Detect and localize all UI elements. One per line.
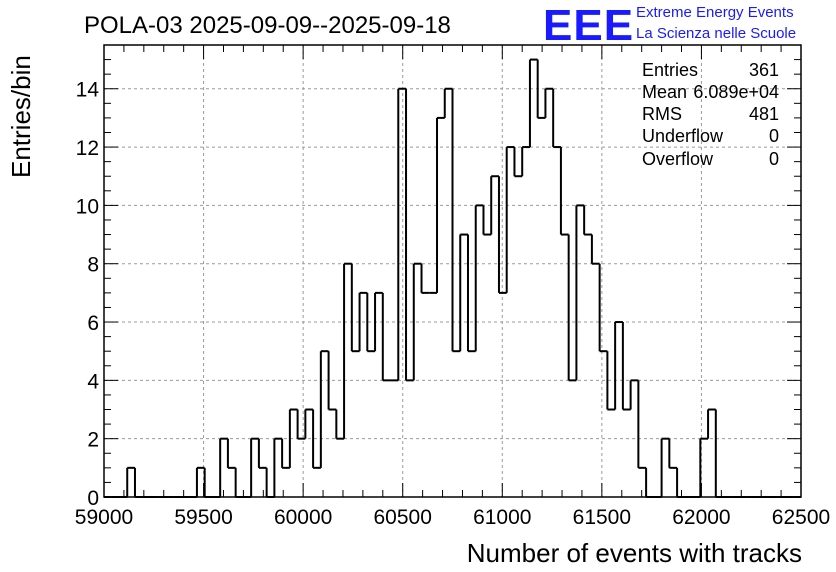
y-tick-label: 2	[87, 429, 99, 452]
x-tick-label: 59000	[75, 506, 133, 529]
stats-overflow-label: Overflow	[642, 149, 714, 169]
eee-logo-mark: EEE	[543, 1, 634, 50]
x-tick-label: 59500	[174, 506, 232, 529]
y-tick-label: 8	[87, 254, 99, 277]
stats-rms-value: 481	[749, 104, 779, 124]
eee-logo-line1: Extreme Energy Events	[636, 4, 794, 21]
y-tick-label: 0	[87, 487, 99, 510]
x-axis-label: Number of events with tracks	[467, 538, 802, 568]
tick-labels: 59000 59500 60000 60500 61000 61500 62000 62500…	[75, 79, 830, 529]
stats-box: Entries 361 Mean 6.089e+04 RMS 481 Under…	[642, 60, 779, 169]
eee-logo-line2: La Scienza nelle Scuole	[636, 25, 796, 42]
y-axis-label: Entries/bin	[6, 55, 36, 178]
x-tick-label: 62500	[772, 506, 830, 529]
x-tick-label: 60000	[274, 506, 332, 529]
x-tick-label: 61000	[473, 506, 531, 529]
y-tick-label: 6	[87, 312, 99, 335]
eee-logo: EEE Extreme Energy Events La Scienza nel…	[543, 1, 796, 50]
stats-mean-label: Mean	[642, 82, 687, 102]
y-tick-label: 14	[76, 79, 100, 102]
plot-frame	[103, 44, 802, 498]
x-tick-label: 61500	[573, 506, 631, 529]
y-tick-label: 10	[76, 195, 99, 218]
stats-rms-label: RMS	[642, 104, 682, 124]
axis-ticks	[103, 44, 802, 498]
stats-entries-value: 361	[749, 60, 779, 80]
x-tick-label: 62000	[672, 506, 730, 529]
stats-overflow-value: 0	[769, 149, 779, 169]
stats-underflow-value: 0	[769, 126, 779, 146]
stats-entries-label: Entries	[642, 60, 698, 80]
x-tick-label: 60500	[374, 506, 432, 529]
stats-mean-value: 6.089e+04	[693, 82, 779, 102]
histogram-bars	[104, 58, 801, 498]
stats-underflow-label: Underflow	[642, 126, 724, 146]
y-tick-label: 12	[76, 137, 99, 160]
chart-title: POLA-03 2025-09-09--2025-09-18	[84, 12, 451, 39]
y-tick-label: 4	[87, 370, 99, 393]
